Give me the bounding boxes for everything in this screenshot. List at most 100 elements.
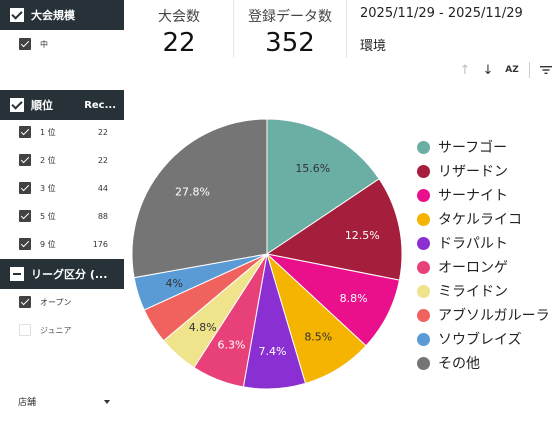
select-all-checkbox[interactable] <box>10 267 24 281</box>
filter-header-league[interactable]: リーグ区分 (... <box>0 259 124 289</box>
select-all-checkbox[interactable] <box>10 8 24 22</box>
filter-icon <box>540 66 552 74</box>
filter-item-rank-2[interactable]: 2 位 22 <box>0 151 124 169</box>
legend-swatch <box>417 308 430 322</box>
filter-item-label: 9 位 <box>40 239 56 249</box>
pie-slice-label: 27.8% <box>175 186 210 199</box>
legend-label: ドラパルト <box>438 236 508 252</box>
arrow-up-icon: ↑ <box>459 62 471 78</box>
legend-swatch <box>417 164 430 178</box>
legend-swatch <box>417 188 430 202</box>
legend-swatch <box>417 356 430 370</box>
pie-slice-label: 4% <box>165 277 182 290</box>
legend-label: アブソルガルーラ <box>438 308 550 324</box>
checkbox[interactable] <box>19 324 31 336</box>
pie-slice[interactable] <box>266 118 380 255</box>
legend-label: サーナイト <box>438 188 508 204</box>
legend-item: サーフゴー <box>417 135 550 159</box>
pie-slice-label: 8.8% <box>340 292 368 305</box>
filter-item-count: 176 <box>92 239 108 249</box>
filter-header-label: 大会規模 <box>31 9 75 22</box>
filter-item-league-open[interactable]: オープン <box>0 293 124 311</box>
scorecard-title: 大会数 <box>158 9 200 25</box>
filter-item-rank-9[interactable]: 9 位 176 <box>0 235 124 253</box>
scorecard-value: 22 <box>162 28 196 58</box>
chart-title-environment: 環境 <box>360 39 387 54</box>
checkbox[interactable] <box>19 38 31 50</box>
store-dropdown[interactable]: 店舗 <box>18 395 110 408</box>
checkbox[interactable] <box>19 210 31 222</box>
sort-ascending-button[interactable]: ↑ <box>457 60 473 80</box>
legend-label: ソウブレイズ <box>438 332 522 348</box>
pie-slice-label: 8.5% <box>304 331 332 344</box>
filter-header-label: 順位 <box>31 99 53 112</box>
legend-swatch <box>417 236 430 250</box>
sort-descending-button[interactable]: ↓ <box>480 60 496 80</box>
legend-swatch <box>417 212 430 226</box>
legend-item: タケルライコ <box>417 207 550 231</box>
filter-item-label: 中 <box>40 39 48 49</box>
filter-item-size-medium[interactable]: 中 <box>0 35 124 53</box>
filter-item-count: 44 <box>97 183 108 193</box>
toolbar-divider <box>529 62 530 78</box>
select-all-checkbox[interactable] <box>10 98 24 112</box>
scorecard-divider <box>346 0 347 58</box>
legend-item: オーロンゲ <box>417 255 550 279</box>
filter-item-rank-5[interactable]: 5 位 88 <box>0 207 124 225</box>
pie-slice-label: 12.5% <box>345 229 380 242</box>
pie-slice-label: 15.6% <box>295 162 330 175</box>
record-count-header[interactable]: Rec... <box>84 99 116 111</box>
pie-slice-label: 6.3% <box>218 339 246 352</box>
legend-label: タケルライコ <box>438 212 522 228</box>
legend-item: リザードン <box>417 159 550 183</box>
chart-legend: サーフゴーリザードンサーナイトタケルライコ ドラパルトオーロンゲミライドンアブソル… <box>417 135 550 375</box>
filter-header-label: リーグ区分 (... <box>31 268 108 281</box>
legend-item: ドラパルト <box>417 231 550 255</box>
legend-swatch <box>417 332 430 346</box>
scorecard-divider <box>233 0 234 58</box>
filter-header-rank[interactable]: 順位 Rec... <box>0 90 124 120</box>
filter-item-label: 5 位 <box>40 211 56 221</box>
scorecard-value: 352 <box>265 28 315 58</box>
pie-slice-label: 4.8% <box>189 321 217 334</box>
legend-swatch <box>417 284 430 298</box>
legend-item: その他 <box>417 351 550 375</box>
legend-label: リザードン <box>438 164 508 180</box>
checkbox[interactable] <box>19 296 31 308</box>
sort-az-button[interactable]: AZ <box>502 60 522 80</box>
store-dropdown-label: 店舗 <box>18 398 37 408</box>
scorecard-title: 登録データ数 <box>248 9 332 25</box>
checkbox[interactable] <box>19 182 31 194</box>
legend-label: サーフゴー <box>438 140 508 156</box>
filter-item-label: 3 位 <box>40 183 56 193</box>
scorecard-records: 登録データ数 352 <box>234 0 346 60</box>
arrow-down-icon: ↓ <box>482 62 494 78</box>
legend-swatch <box>417 260 430 274</box>
legend-item: サーナイト <box>417 183 550 207</box>
filter-item-label: 2 位 <box>40 155 56 165</box>
legend-item: ミライドン <box>417 279 550 303</box>
pie-slice[interactable] <box>131 118 268 279</box>
checkbox[interactable] <box>19 238 31 250</box>
chevron-down-icon <box>104 399 110 404</box>
legend-label: オーロンゲ <box>438 260 508 276</box>
filter-item-label: ジュニア <box>40 325 72 335</box>
pie-slice[interactable] <box>265 178 403 281</box>
pie-slice-label: 7.4% <box>259 345 287 358</box>
filter-header-size[interactable]: 大会規模 <box>0 0 124 30</box>
legend-swatch <box>417 140 430 154</box>
filter-item-rank-3[interactable]: 3 位 44 <box>0 179 124 197</box>
checkbox[interactable] <box>19 126 31 138</box>
scorecard-tournaments: 大会数 22 <box>126 0 232 60</box>
filter-item-rank-1[interactable]: 1 位 22 <box>0 123 124 141</box>
filter-item-league-junior[interactable]: ジュニア <box>0 321 124 339</box>
filter-item-label: オープン <box>40 297 72 307</box>
chart-filter-button[interactable] <box>538 60 554 80</box>
filter-item-count: 88 <box>97 211 108 221</box>
checkbox[interactable] <box>19 154 31 166</box>
legend-label: ミライドン <box>438 284 508 300</box>
date-range-control[interactable]: 2025/11/29 - 2025/11/29 <box>360 6 523 21</box>
sort-az-icon: AZ <box>505 65 519 75</box>
legend-label: その他 <box>438 356 480 372</box>
